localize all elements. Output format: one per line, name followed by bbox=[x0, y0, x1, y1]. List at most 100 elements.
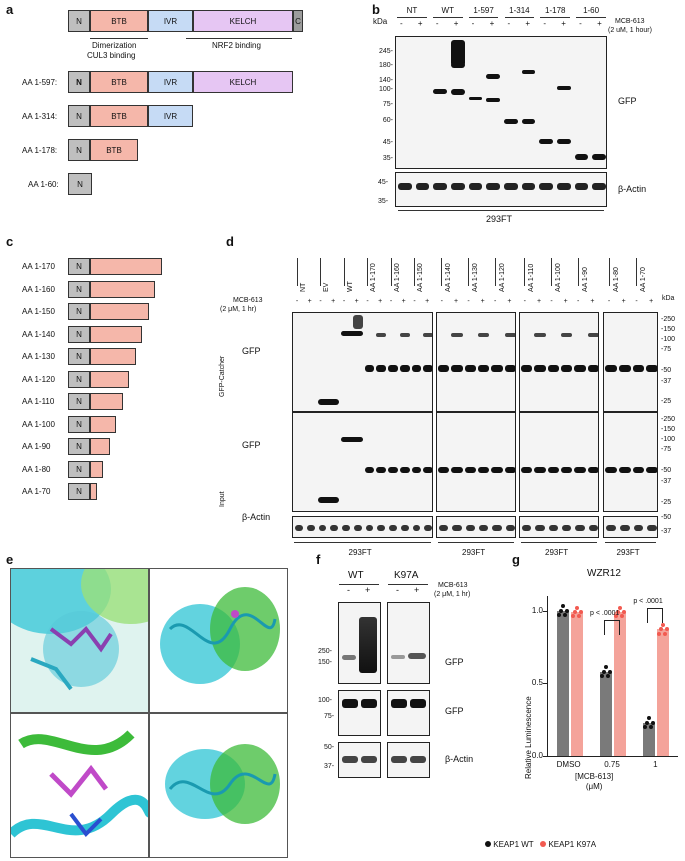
y-tick-mark-1 bbox=[543, 683, 547, 685]
sign-1-5: + bbox=[507, 298, 512, 305]
panel-label-c: c bbox=[6, 234, 14, 249]
marker-6: 45- bbox=[382, 139, 393, 146]
panel-d-western-blot: MCB-613 (2 μM, 1 hr) kDa GFP-Catcher GFP… bbox=[200, 230, 685, 565]
wt-bracket bbox=[339, 584, 379, 585]
domain-n: N bbox=[68, 325, 90, 343]
catcher-ub-band bbox=[561, 333, 573, 337]
legend: KEAP1 WT KEAP1 K97A bbox=[485, 840, 685, 849]
treatment-detail: (2 μM, 1 hr) bbox=[434, 591, 471, 598]
actin-blot-2 bbox=[519, 516, 599, 538]
marker-mid-2: -100 bbox=[661, 436, 676, 443]
input-blot-0 bbox=[292, 412, 433, 512]
lane-bracket-0-2 bbox=[343, 258, 345, 286]
construct-label-4: AA 1-130 bbox=[22, 352, 55, 361]
domain-btb-fragment bbox=[90, 393, 123, 410]
construct-bar-1: N bbox=[68, 280, 156, 298]
domain-n: N bbox=[68, 10, 90, 32]
y-tick-1: 0.5 bbox=[531, 678, 543, 688]
construct-label-1: AA 1-160 bbox=[22, 284, 55, 294]
sign-lane-3: + bbox=[453, 19, 459, 28]
construct-bar-10: N bbox=[68, 483, 97, 500]
actin-blot-1 bbox=[436, 516, 516, 538]
surface-render bbox=[11, 569, 148, 691]
y-tick-2: 1.0 bbox=[531, 605, 543, 615]
construct-label-597: AA 1-597: bbox=[22, 78, 58, 87]
group-label-wt: WT bbox=[348, 570, 364, 581]
dot-1-0-3 bbox=[576, 614, 581, 619]
input-blot-3 bbox=[603, 412, 658, 512]
construct-label-9: AA 1-80 bbox=[22, 464, 51, 474]
construct-314-bar: N BTB IVR bbox=[68, 105, 193, 127]
gfp-total-blot-wt bbox=[338, 690, 381, 736]
catcher-band bbox=[521, 365, 533, 372]
sign-2-5: + bbox=[590, 298, 595, 305]
treatment-detail: (2 μM, 1 hr) bbox=[220, 306, 257, 313]
sign-lane-7: + bbox=[525, 19, 531, 28]
sign-lane-4: - bbox=[471, 19, 475, 28]
legend-wt-label: KEAP1 WT bbox=[493, 840, 534, 849]
gfp-band-7-0 bbox=[521, 70, 536, 75]
kda-label: kDa bbox=[662, 295, 675, 302]
actin-band bbox=[295, 525, 303, 531]
sign-1-4: - bbox=[494, 298, 497, 305]
marker-mid-6: -25 bbox=[661, 499, 672, 506]
domain-btb-fragment bbox=[90, 258, 162, 275]
lane-bracket-0-5 bbox=[414, 258, 416, 286]
sign-lane-2: + bbox=[365, 585, 371, 595]
cell-line-label-2: 293FT bbox=[545, 548, 569, 557]
input-band bbox=[534, 467, 546, 473]
dot-1-2-1 bbox=[659, 627, 664, 632]
gfp-band-2-0 bbox=[433, 88, 447, 94]
gfp-blot-wt bbox=[338, 602, 381, 684]
p-value-0: p < .0001 bbox=[590, 610, 620, 617]
catcher-band bbox=[574, 365, 586, 372]
actin-blot bbox=[395, 172, 607, 207]
input-label: Input bbox=[219, 491, 226, 507]
marker-top-6: -25 bbox=[661, 398, 672, 405]
legend-k97a-label: KEAP1 K97A bbox=[548, 840, 597, 849]
catcher-band bbox=[618, 365, 631, 372]
panel-label-f: f bbox=[316, 552, 321, 567]
marker-actin-0: -50 bbox=[661, 514, 672, 521]
construct-bar-6: N bbox=[68, 393, 123, 410]
construct-bar-3: N bbox=[68, 325, 143, 343]
actin-blot-3 bbox=[603, 516, 658, 538]
sign-lane-2: - bbox=[435, 19, 439, 28]
catcher-band bbox=[561, 365, 573, 372]
group-bracket-0 bbox=[397, 17, 427, 18]
gfp-catcher-label: GFP-Catcher bbox=[219, 355, 226, 397]
construct-label-5: AA 1-120 bbox=[22, 374, 55, 384]
dot-0-1-3 bbox=[606, 674, 610, 678]
lane-group-5: 1-60 bbox=[583, 6, 600, 15]
construct-bar-2: N bbox=[68, 303, 149, 320]
keap1-full-length-bar: N BTB IVR KELCH C bbox=[68, 10, 303, 32]
gfp-blot bbox=[395, 36, 607, 169]
catcher-blot-3 bbox=[603, 312, 658, 412]
actin-band bbox=[505, 525, 515, 531]
sign-2-0: - bbox=[523, 298, 526, 305]
construct-bar-5: N bbox=[68, 370, 130, 388]
marker-75: 75- bbox=[324, 713, 335, 720]
catcher-ub-band bbox=[587, 333, 598, 337]
bar-1-1 bbox=[614, 612, 626, 756]
wt-band bbox=[341, 331, 363, 336]
actin-band-1 bbox=[415, 183, 430, 190]
dot-1-1-0 bbox=[614, 614, 618, 619]
catcher-band bbox=[605, 365, 617, 372]
catcher-band bbox=[478, 365, 490, 372]
lane-bracket-1-2 bbox=[494, 258, 496, 286]
sign-lane-8: - bbox=[543, 19, 546, 28]
legend-wt-marker bbox=[485, 841, 491, 847]
construct-bar-0: N bbox=[68, 258, 162, 275]
input-band bbox=[364, 467, 375, 473]
lane-bracket-3-0 bbox=[608, 258, 610, 286]
actin-band bbox=[412, 525, 421, 531]
construct-label-2: AA 1-150 bbox=[22, 307, 55, 316]
construct-label-10: AA 1-70 bbox=[22, 487, 51, 496]
input-band bbox=[478, 467, 490, 473]
sign-lane-9: + bbox=[561, 19, 566, 28]
marker-top-4: -50 bbox=[661, 367, 672, 374]
catcher-blot-1 bbox=[436, 312, 516, 412]
domain-btb-fragment bbox=[90, 415, 117, 433]
construct-label-0: AA 1-170 bbox=[22, 262, 55, 271]
